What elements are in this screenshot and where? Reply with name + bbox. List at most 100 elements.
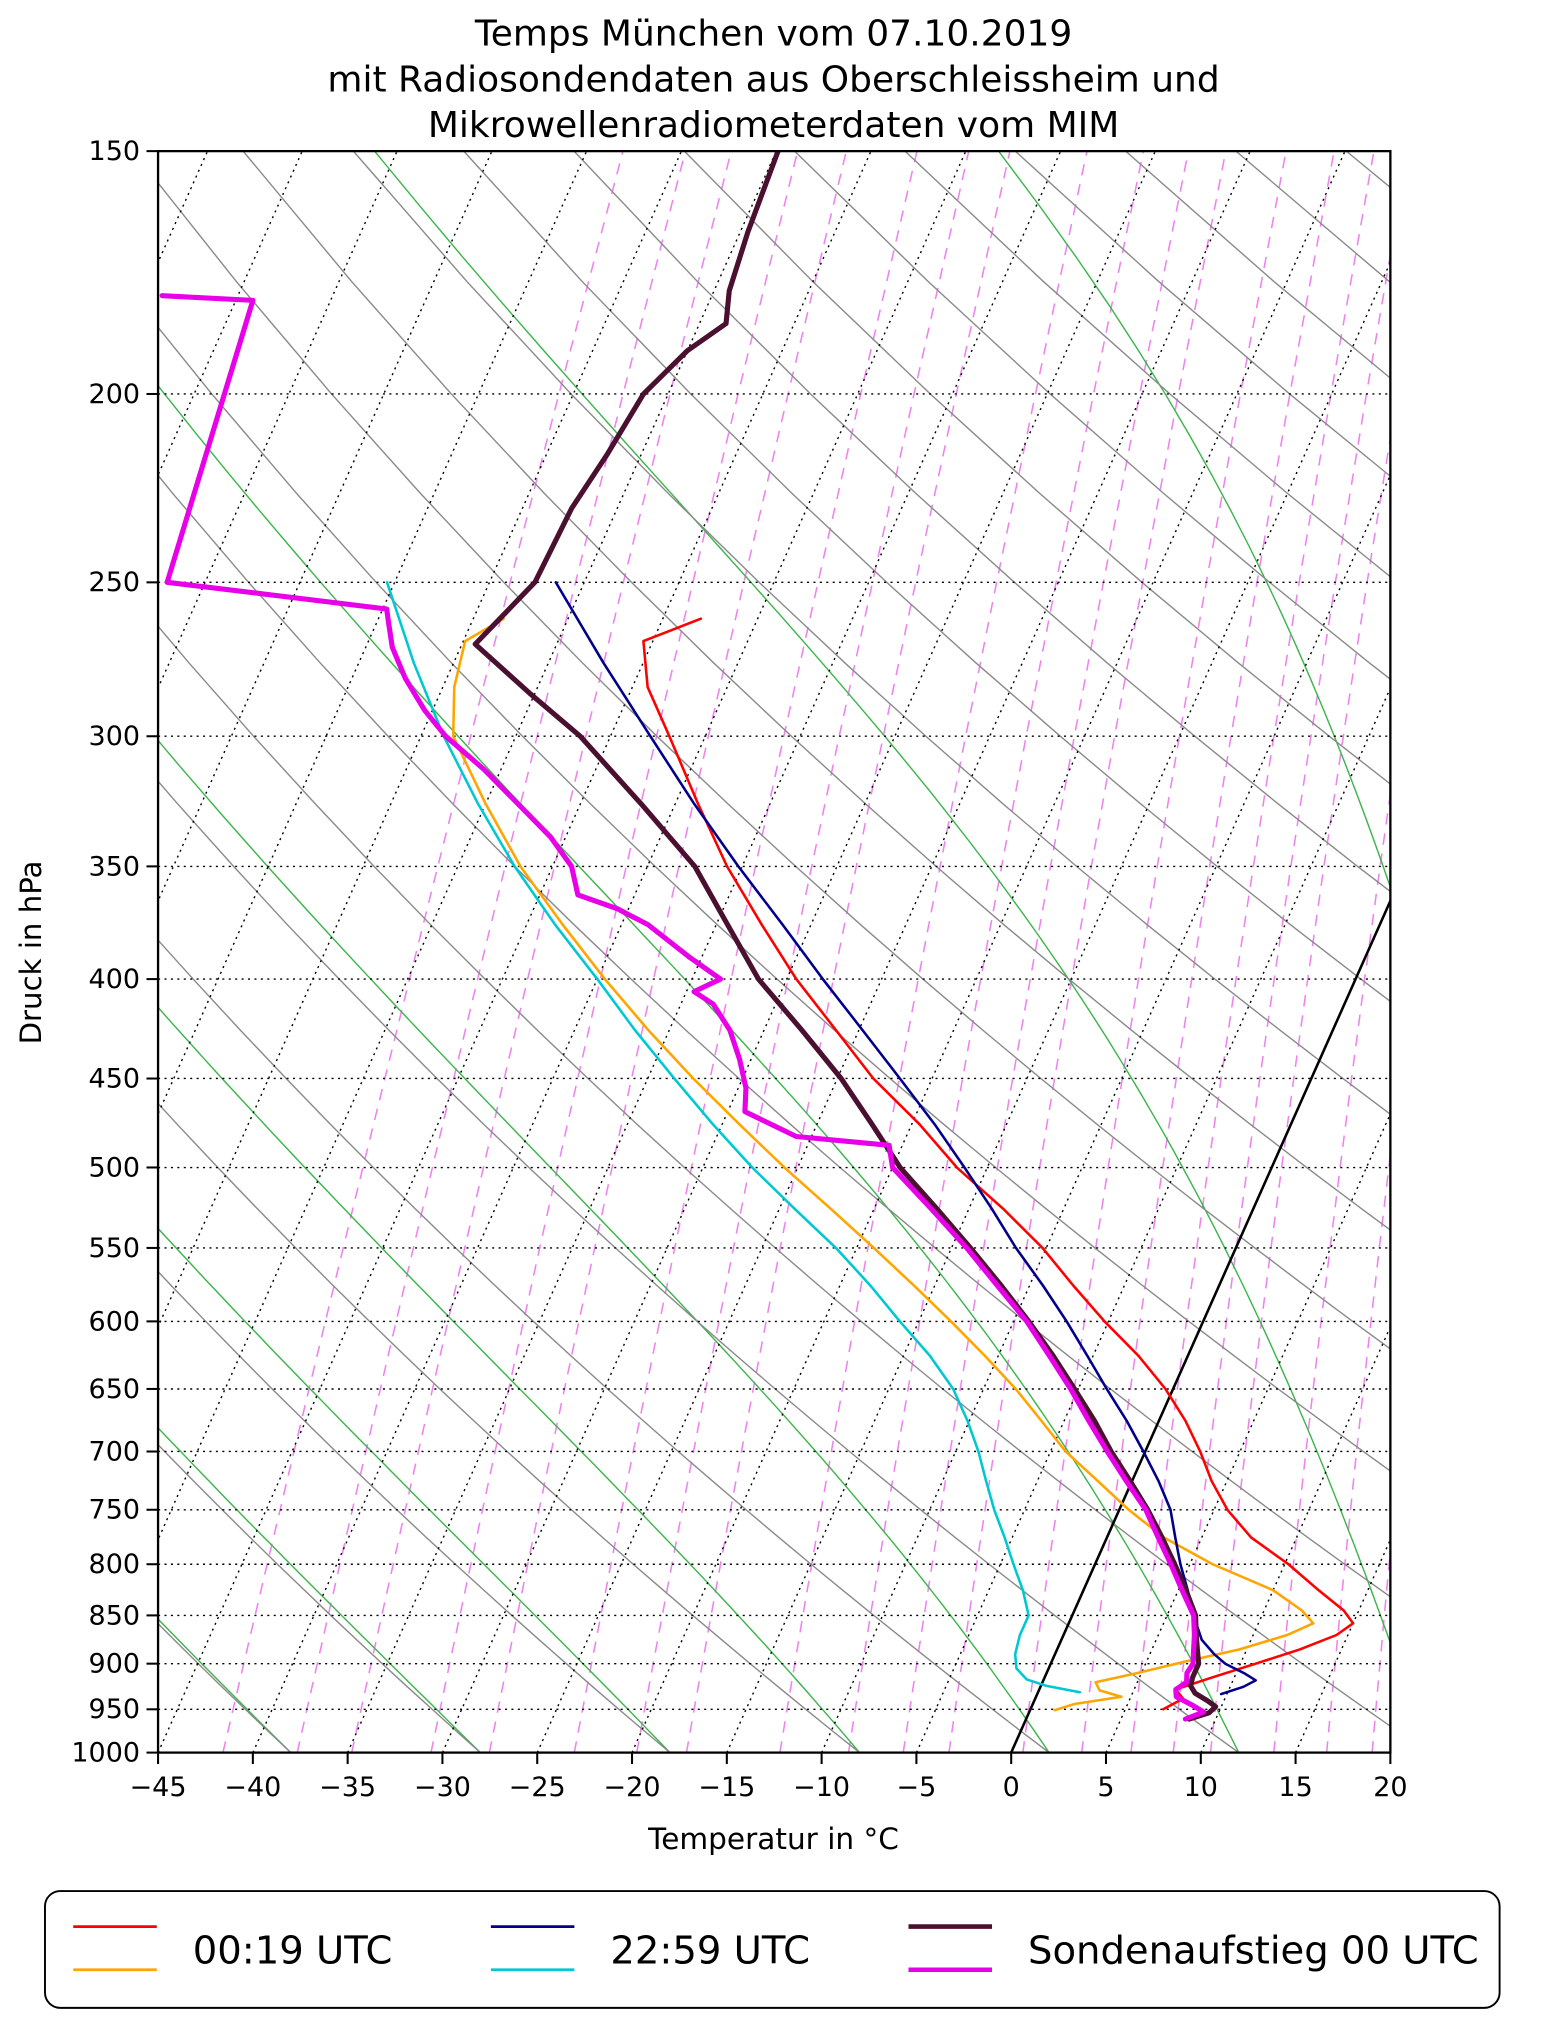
dry-adiabat-line bbox=[158, 1102, 860, 1753]
dry-adiabat-line bbox=[1125, 151, 1391, 380]
mixing-ratio-line bbox=[1022, 151, 1287, 1753]
moist-adiabat-line bbox=[158, 1227, 671, 1753]
moist-adiabat-line bbox=[158, 1618, 292, 1753]
sounding-curves bbox=[159, 151, 1355, 1722]
mixing-ratio-line bbox=[779, 151, 1088, 1753]
sounding-curve-5 bbox=[159, 293, 1207, 1722]
dry-adiabat-line bbox=[158, 1270, 671, 1753]
dry-adiabat-line bbox=[158, 780, 1240, 1753]
dry-adiabat-line bbox=[158, 1443, 481, 1753]
chart-title-line-2: mit Radiosondendaten aus Oberschleisshei… bbox=[327, 60, 1219, 101]
x-tick-label: 5 bbox=[1097, 1772, 1114, 1803]
y-tick-label: 450 bbox=[89, 1064, 140, 1095]
isotherm-gridline bbox=[441, 151, 1156, 1753]
dry-adiabat-line bbox=[158, 474, 1391, 1598]
y-tick-label: 800 bbox=[89, 1549, 140, 1580]
x-tick-label: 15 bbox=[1278, 1772, 1312, 1803]
x-tick-label: −10 bbox=[793, 1772, 850, 1803]
zero-isotherm-line bbox=[1009, 897, 1391, 1753]
isotherm-gridline bbox=[726, 260, 1391, 1753]
mixing-ratio-line bbox=[488, 151, 848, 1753]
x-tick-label: −5 bbox=[897, 1772, 937, 1803]
sounding-curve-3 bbox=[385, 581, 1082, 1694]
y-tick-label: 350 bbox=[89, 851, 140, 882]
y-tick-label: 1000 bbox=[71, 1738, 140, 1769]
dry-adiabat-line bbox=[158, 939, 1050, 1753]
y-tick-label: 900 bbox=[89, 1649, 140, 1680]
dry-adiabat-line bbox=[573, 151, 1391, 893]
y-axis-label: Druck in hPa bbox=[14, 861, 48, 1045]
x-tick-label: −25 bbox=[509, 1772, 566, 1803]
legend-entry-label: Sondenaufstieg 00 UTC bbox=[1028, 1929, 1479, 1974]
x-tick-label: −35 bbox=[319, 1772, 376, 1803]
dry-adiabat-line bbox=[158, 326, 1391, 1472]
dry-adiabat-line bbox=[242, 151, 1391, 1231]
mixing-ratio-line bbox=[350, 151, 732, 1753]
dry-adiabat-line bbox=[158, 181, 1391, 1350]
dry-adiabat-line bbox=[1345, 151, 1391, 189]
y-tick-label: 550 bbox=[89, 1233, 140, 1264]
mixing-ratio-line bbox=[1172, 250, 1391, 1753]
sounding-curve-2 bbox=[554, 581, 1257, 1696]
isotherm-gridline bbox=[1389, 1750, 1391, 1753]
mixing-ratio-line bbox=[902, 151, 1190, 1753]
x-tick-label: 20 bbox=[1373, 1772, 1407, 1803]
mixing-ratio-line bbox=[222, 151, 624, 1753]
mixing-ratio-line bbox=[296, 151, 687, 1753]
moist-adiabat-line bbox=[374, 151, 1391, 1645]
x-tick-label: −15 bbox=[698, 1772, 755, 1803]
legend: 00:19 UTC 22:59 UTC Sondenaufstieg 00 UTC bbox=[44, 1890, 1501, 2009]
mixing-ratio-line bbox=[685, 151, 1011, 1753]
y-tick-label: 600 bbox=[89, 1306, 140, 1337]
isotherm-gridline bbox=[252, 151, 967, 1753]
y-tick-label: 650 bbox=[89, 1374, 140, 1405]
moist-adiabat-line bbox=[158, 1426, 481, 1753]
x-tick-label: −20 bbox=[604, 1772, 661, 1803]
x-tick-label: 0 bbox=[1003, 1772, 1020, 1803]
isotherm-gridline bbox=[346, 151, 1062, 1753]
legend-entry-label: 00:19 UTC bbox=[193, 1929, 393, 1974]
y-tick-label: 500 bbox=[89, 1153, 140, 1184]
isotherm-gridline bbox=[158, 151, 493, 903]
isotherm-gridline bbox=[631, 151, 1346, 1753]
x-axis-label: Temperatur in °C bbox=[647, 1822, 899, 1856]
sounding-curve-0 bbox=[642, 617, 1355, 1711]
x-tick-label: −45 bbox=[130, 1772, 187, 1803]
y-tick-label: 400 bbox=[89, 964, 140, 995]
moist-adiabat-line bbox=[158, 739, 1050, 1753]
moist-adiabat-line bbox=[998, 151, 1391, 890]
legend-entry-label: 22:59 UTC bbox=[610, 1929, 810, 1974]
isotherm-gridline bbox=[1200, 1325, 1391, 1753]
y-tick-label: 250 bbox=[89, 567, 140, 598]
x-tick-label: −40 bbox=[224, 1772, 281, 1803]
dry-adiabat-line bbox=[683, 151, 1391, 785]
chart-title-line-3: Mikrowellenradiometerdaten vom MIM bbox=[428, 105, 1119, 146]
dry-adiabat-line bbox=[352, 151, 1391, 1116]
dry-adiabat-line bbox=[794, 151, 1391, 681]
dry-adiabat-line bbox=[158, 625, 1391, 1728]
mixing-ratio-line bbox=[430, 151, 799, 1753]
y-tick-label: 300 bbox=[89, 721, 140, 752]
dry-adiabat-line bbox=[904, 151, 1391, 578]
x-tick-label: −30 bbox=[414, 1772, 471, 1803]
chart-title-line-1: Temps München vom 07.10.2019 bbox=[474, 14, 1072, 55]
mixing-ratio-line bbox=[1080, 151, 1335, 1753]
y-tick-label: 700 bbox=[89, 1437, 140, 1468]
mixing-ratio-line bbox=[635, 151, 970, 1753]
dry-adiabat-line bbox=[1235, 151, 1391, 284]
mixing-ratio-line bbox=[1130, 151, 1375, 1753]
dry-adiabat-line bbox=[463, 151, 1391, 1003]
sounding-curve-1 bbox=[451, 617, 1315, 1712]
isotherm-gridline bbox=[158, 151, 398, 690]
plot-border bbox=[156, 149, 1392, 1754]
mixing-ratio-line bbox=[1371, 1542, 1391, 1753]
background-grid bbox=[158, 151, 1391, 1753]
mixing-ratio-line bbox=[1273, 788, 1391, 1753]
mixing-ratio-line bbox=[948, 151, 1227, 1753]
moist-adiabat-line bbox=[158, 384, 1240, 1753]
isotherm-gridline bbox=[158, 151, 872, 1753]
x-tick-label: 10 bbox=[1184, 1772, 1218, 1803]
axes: −45 −40 −35 −30 −25 −20 −15 −10 −5 0 5 10 15 20 150 200… bbox=[71, 136, 1407, 1803]
